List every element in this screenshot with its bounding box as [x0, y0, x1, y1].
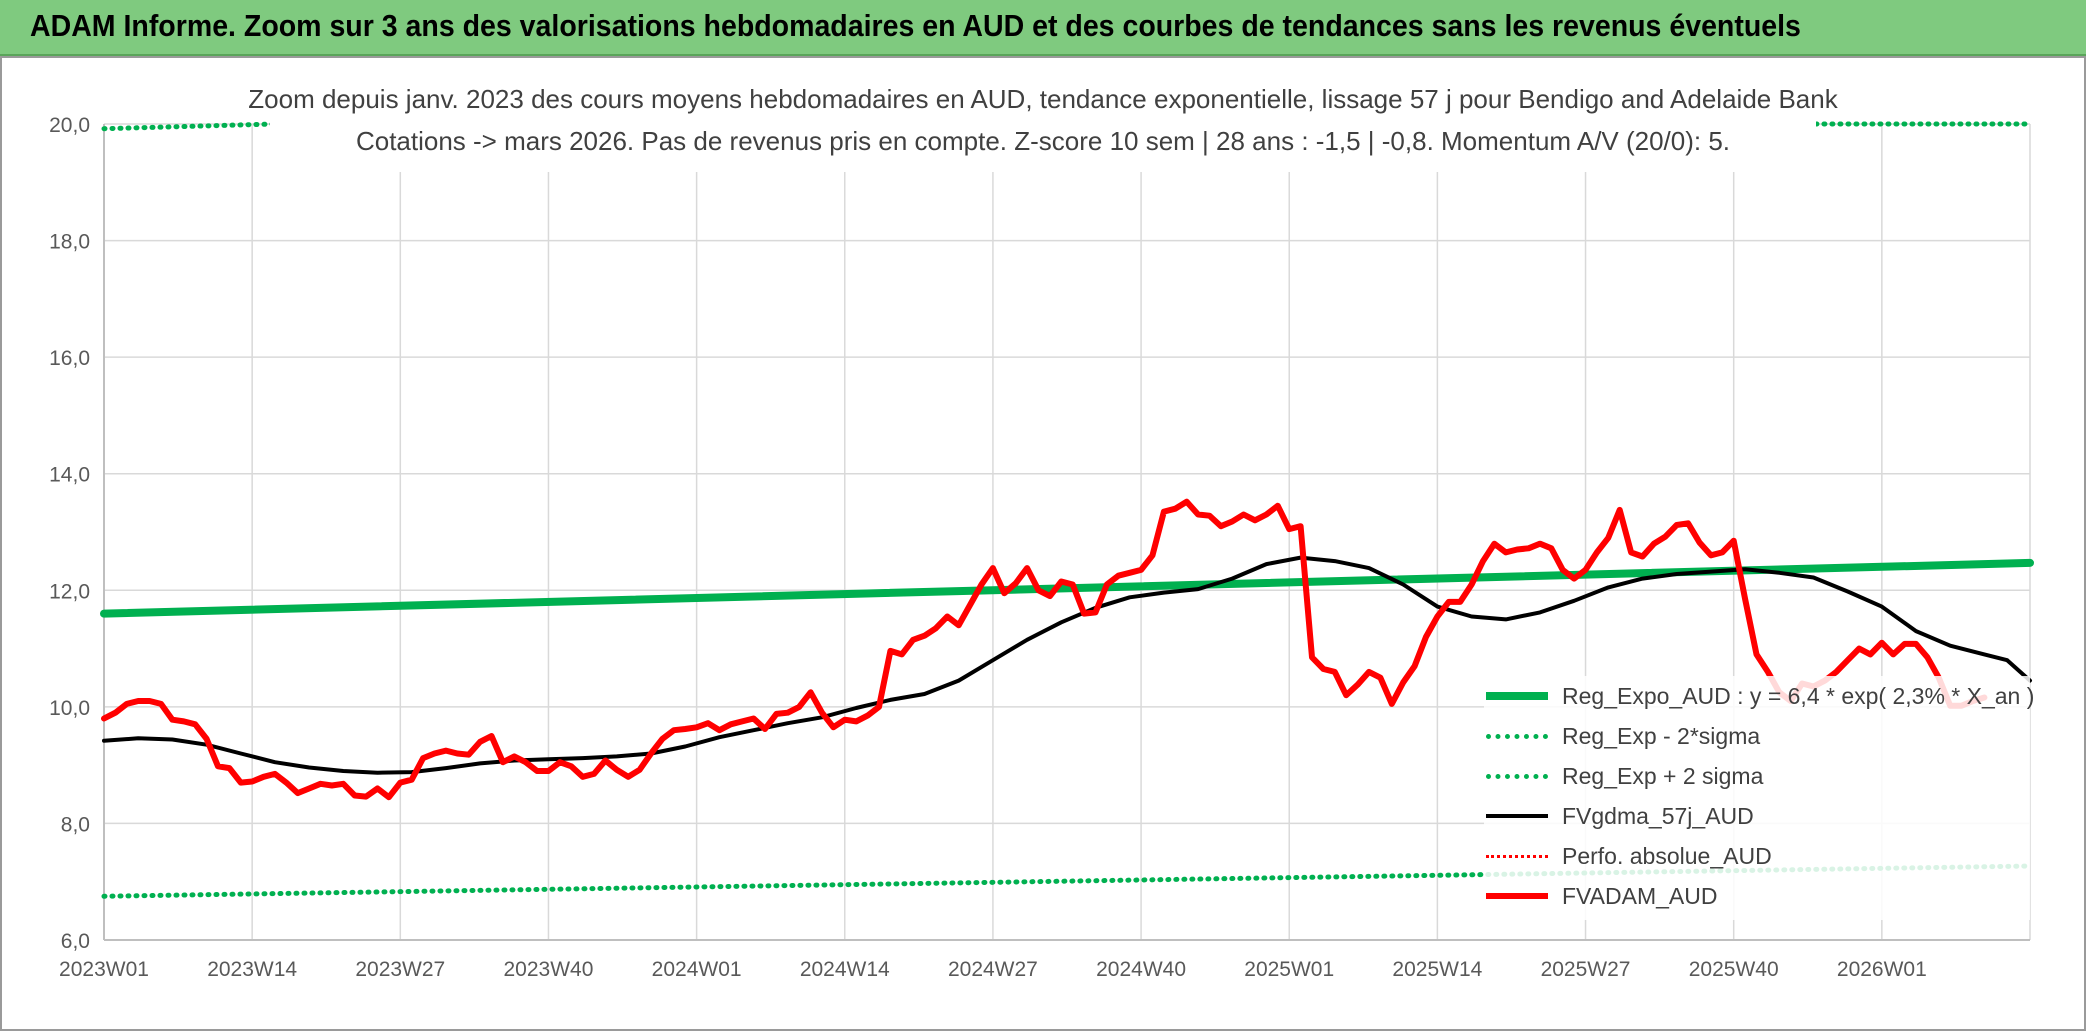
y-tick-label: 6,0	[61, 930, 90, 953]
legend-label-fvgdma: FVgdma_57j_AUD	[1562, 802, 1754, 829]
x-tick-label: 2023W27	[355, 958, 445, 981]
y-tick-label: 10,0	[49, 697, 90, 720]
series-reg-exp-minus-line	[101, 863, 2033, 899]
chart-title-backdrop	[270, 80, 1816, 172]
y-tick-label: 18,0	[49, 231, 90, 254]
x-tick-label: 2024W27	[948, 958, 1038, 981]
x-tick-label: 2023W14	[207, 958, 297, 981]
x-tick-label: 2025W40	[1689, 958, 1779, 981]
legend-item-reg-expo: Reg_Expo_AUD : y = 6,4 * exp( 2,3% * X_a…	[1486, 676, 2046, 716]
chart-legend: Reg_Expo_AUD : y = 6,4 * exp( 2,3% * X_a…	[1486, 676, 2046, 916]
legend-swatch-reg-expo	[1486, 692, 1548, 700]
legend-item-reg-exp-minus: Reg_Exp - 2*sigma	[1486, 716, 2046, 756]
x-tick-label: 2025W27	[1541, 958, 1631, 981]
y-tick-label: 14,0	[49, 464, 90, 487]
x-tick-label: 2025W14	[1392, 958, 1482, 981]
x-tick-label: 2023W40	[504, 958, 594, 981]
chart-title-line2: Cotations -> mars 2026. Pas de revenus p…	[355, 126, 1731, 156]
legend-label-perfo: Perfo. absolue_AUD	[1562, 842, 1772, 869]
chart-frame	[0, 56, 2086, 1031]
legend-item-perfo: Perfo. absolue_AUD	[1486, 836, 2046, 876]
x-tick-label: 2024W14	[800, 958, 890, 981]
x-tick-label: 2025W01	[1244, 958, 1334, 981]
legend-item-fvadam: FVADAM_AUD	[1486, 876, 2046, 916]
series-fvadam-line	[101, 498, 1988, 801]
x-tick-label: 2023W01	[59, 958, 149, 981]
legend-swatch-reg-exp-plus	[1486, 773, 1548, 779]
y-tick-label: 8,0	[61, 813, 90, 836]
y-tick-label: 16,0	[49, 347, 90, 370]
legend-swatch-fvgdma	[1486, 814, 1548, 818]
legend-label-reg-expo: Reg_Expo_AUD : y = 6,4 * exp( 2,3% * X_a…	[1562, 682, 2035, 709]
legend-backdrop	[1484, 676, 2030, 920]
chart-title-line1: Zoom depuis janv. 2023 des cours moyens …	[248, 84, 1838, 114]
x-tick-label: 2024W01	[652, 958, 742, 981]
legend-item-fvgdma: FVgdma_57j_AUD	[1486, 796, 2046, 836]
legend-item-reg-exp-plus: Reg_Exp + 2 sigma	[1486, 756, 2046, 796]
x-tick-label: 2026W01	[1837, 958, 1927, 981]
report-banner: ADAM Informe. Zoom sur 3 ans des valoris…	[0, 0, 2086, 56]
legend-label-reg-exp-minus: Reg_Exp - 2*sigma	[1562, 722, 1761, 749]
report-title: ADAM Informe. Zoom sur 3 ans des valoris…	[30, 8, 1801, 43]
y-tick-label: 12,0	[49, 580, 90, 603]
x-tick-label: 2024W40	[1096, 958, 1186, 981]
legend-swatch-fvadam	[1486, 893, 1548, 899]
y-tick-label: 20,0	[49, 114, 90, 137]
legend-label-fvadam: FVADAM_AUD	[1562, 882, 1718, 909]
series-fvgdma-line	[102, 555, 2032, 775]
legend-label-reg-exp-plus: Reg_Exp + 2 sigma	[1562, 762, 1764, 789]
legend-swatch-perfo	[1486, 854, 1548, 858]
legend-swatch-reg-exp-minus	[1486, 733, 1548, 739]
